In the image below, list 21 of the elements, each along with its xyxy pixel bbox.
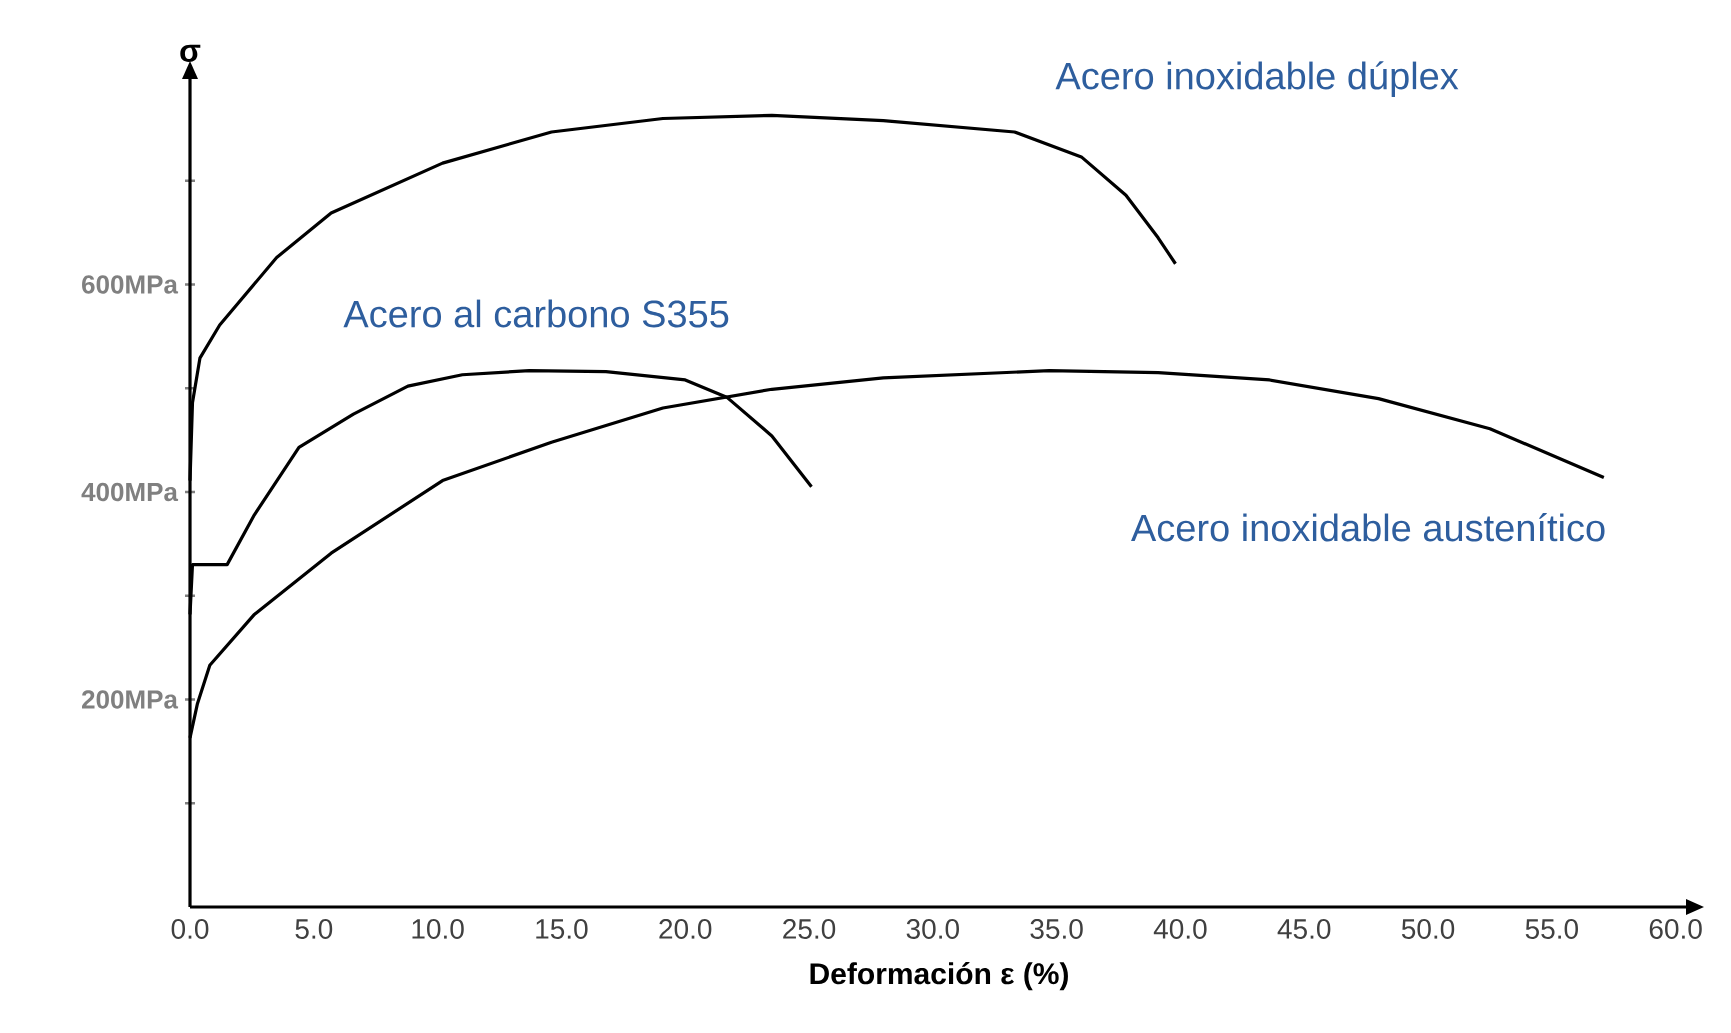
y-tick-label: 600MPa (82, 275, 179, 294)
x-tick-label: 55.0 (1525, 919, 1578, 939)
x-tick-label: 5.0 (295, 919, 333, 939)
y-tick-label: 200MPa (82, 690, 179, 709)
x-tick-label: 60.0 (1649, 919, 1702, 939)
series-label: Acero al carbono S355 (343, 299, 729, 328)
series-label: Acero inoxidable dúplex (1055, 61, 1459, 97)
x-tick-label: 10.0 (412, 919, 464, 939)
x-tick-label: 40.0 (1153, 919, 1207, 939)
series-label: Acero inoxidable austenítico (1131, 513, 1605, 542)
x-tick-label: 15.0 (536, 919, 588, 939)
x-tick-label: 50.0 (1401, 919, 1455, 939)
x-tick-label: 35.0 (1030, 919, 1083, 939)
x-tick-label: 30.0 (906, 919, 959, 939)
x-tick-label: 25.0 (783, 919, 836, 939)
x-tick-label: 45.0 (1277, 919, 1331, 939)
y-tick-label: 400MPa (81, 482, 179, 502)
x-axis-title: Deformación ε (%) (810, 962, 1068, 991)
y-axis-title: σ (180, 44, 201, 62)
x-tick-label: 0.0 (171, 919, 209, 939)
x-tick-label: 20.0 (659, 919, 712, 939)
